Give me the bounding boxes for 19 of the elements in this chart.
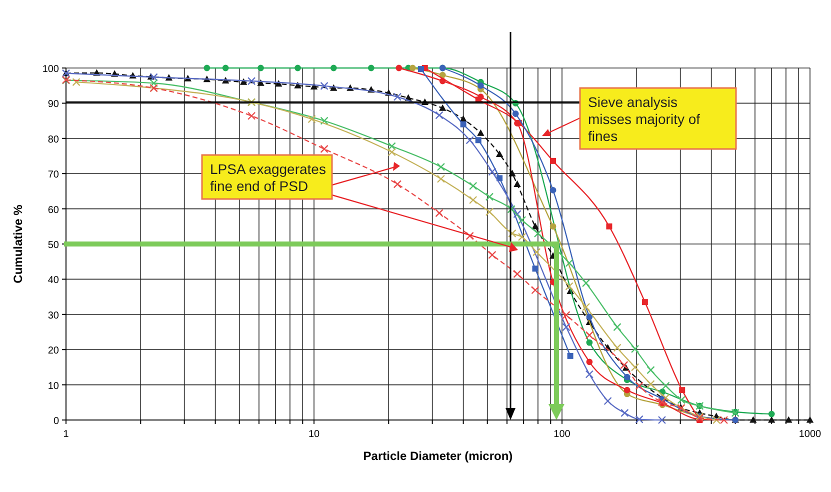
x-tick-label: 1 xyxy=(63,429,70,440)
x-axis-title: Particle Diameter (micron) xyxy=(363,449,513,463)
y-tick-label: 10 xyxy=(48,380,60,392)
x-tick-label: 1000 xyxy=(798,429,822,440)
y-tick-label: 0 xyxy=(53,416,60,427)
x-tick-label: 10 xyxy=(308,429,320,440)
y-tick-label: 100 xyxy=(42,64,60,75)
y-tick-label: 60 xyxy=(48,204,60,216)
annotation: Sieve analysis misses majority of fines xyxy=(588,94,700,144)
y-tick-label: 80 xyxy=(48,134,60,146)
annotation: LPSA exaggerates fine end of PSD xyxy=(210,161,326,194)
y-tick-label: 20 xyxy=(48,346,60,357)
y-tick-label: 90 xyxy=(48,99,60,110)
y-tick-label: 50 xyxy=(48,240,60,251)
y-tick-label: 70 xyxy=(48,170,60,181)
y-tick-label: 40 xyxy=(48,275,60,286)
y-tick-label: 30 xyxy=(48,310,60,322)
x-tick-label: 100 xyxy=(554,429,571,440)
y-axis-title: Cumulative % xyxy=(11,204,25,284)
